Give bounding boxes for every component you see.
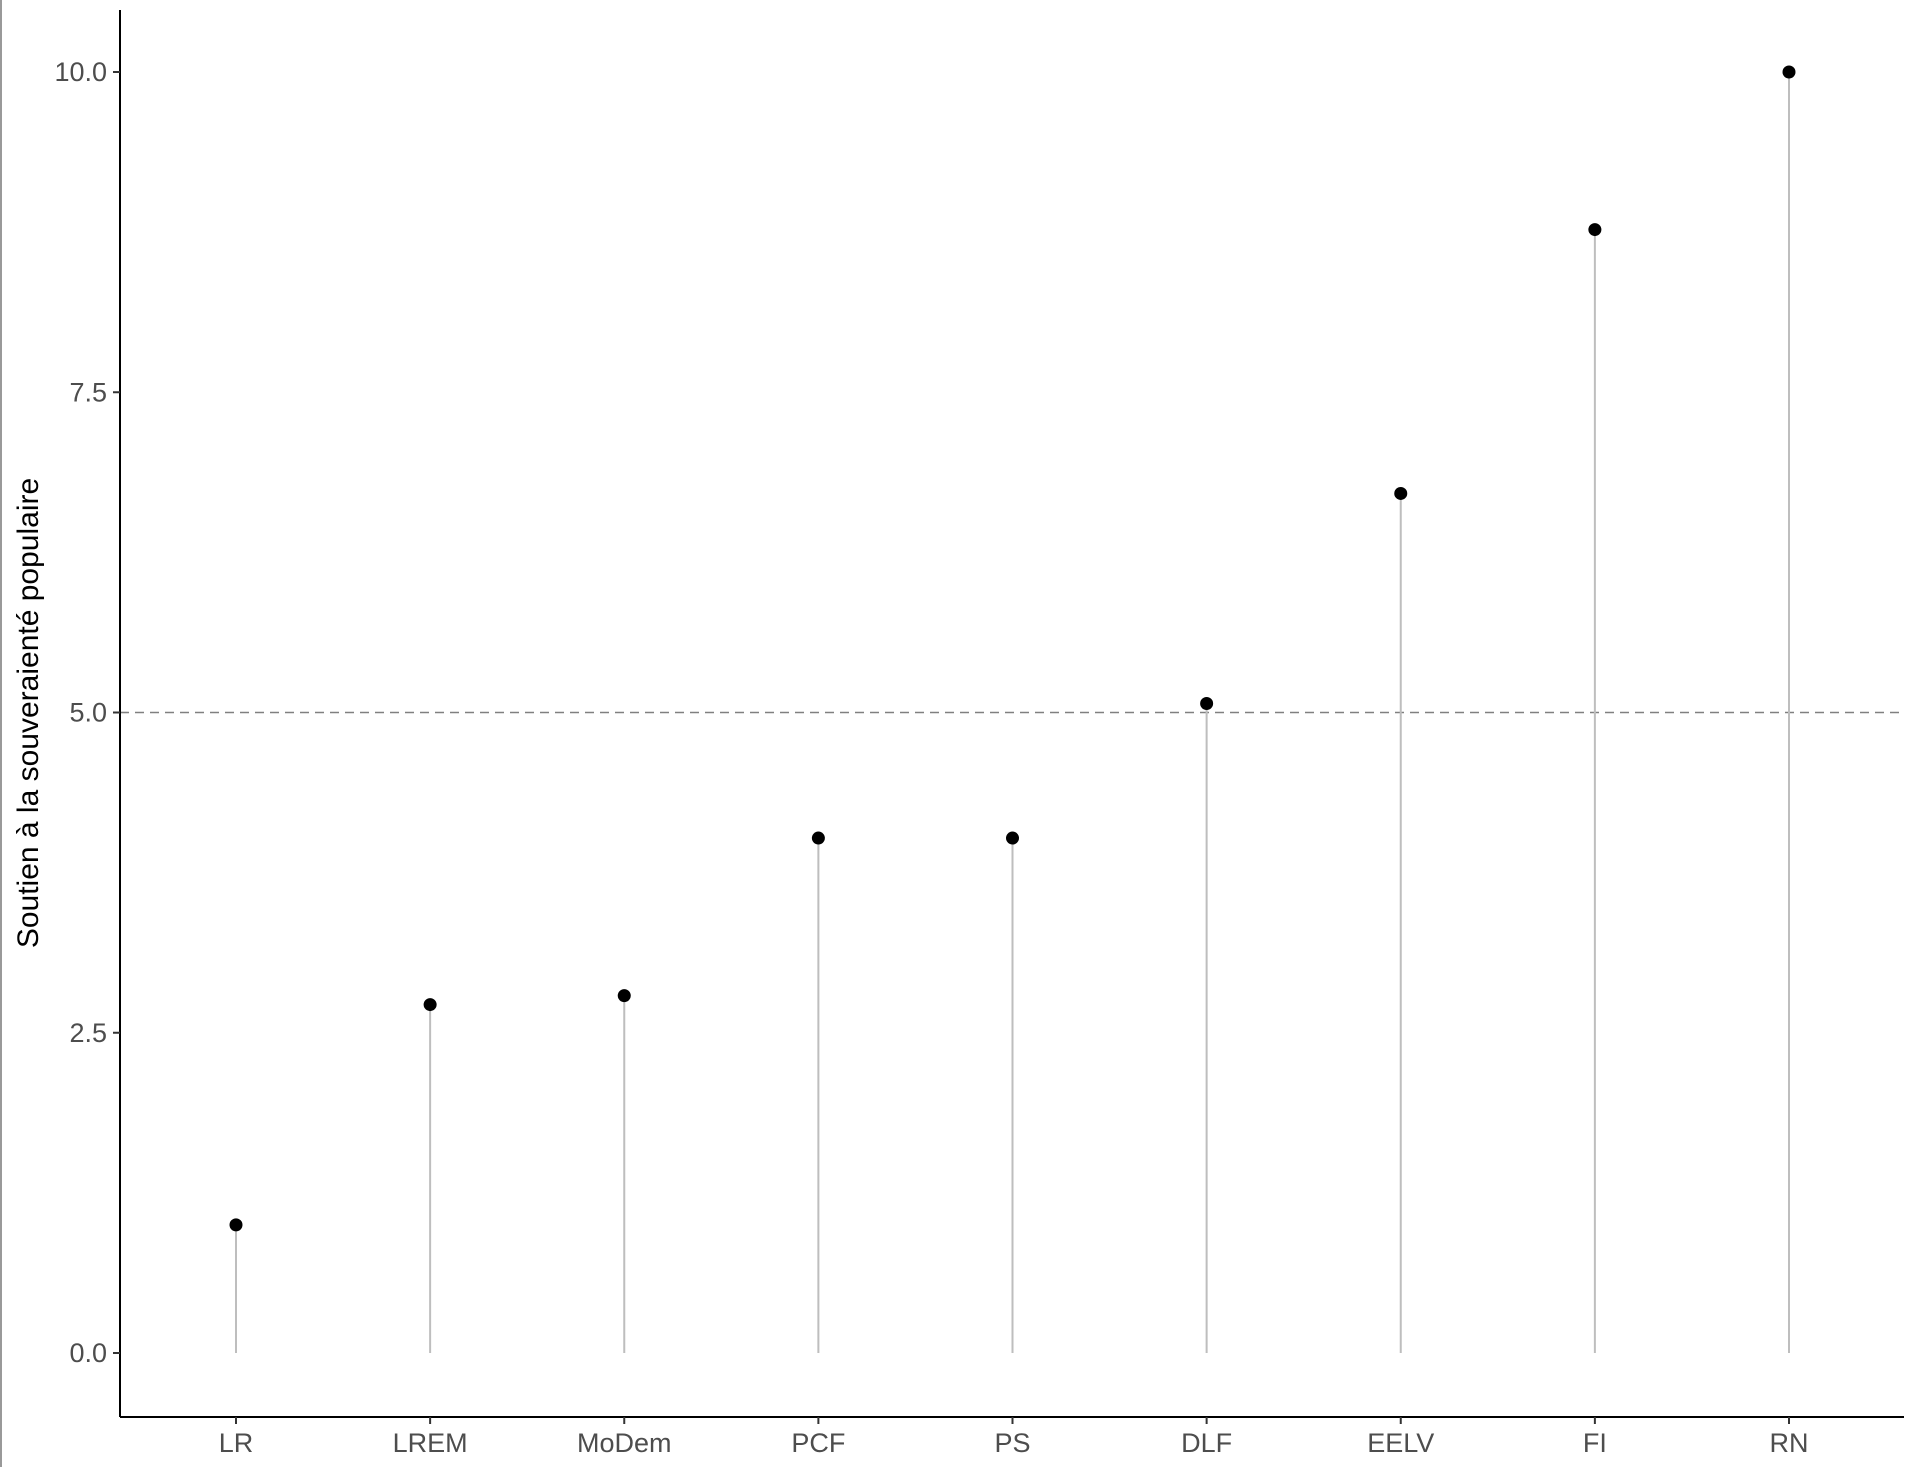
point-RN — [1782, 65, 1796, 79]
x-tick-label: DLF — [1181, 1428, 1232, 1458]
x-tick-label: PS — [994, 1428, 1030, 1458]
y-tick-label: 0.0 — [69, 1338, 107, 1368]
point-FI — [1588, 223, 1602, 237]
y-tick-label: 7.5 — [69, 377, 107, 407]
y-axis-label: Soutien à la souveraienté populaire — [12, 478, 45, 948]
x-tick-label: EELV — [1367, 1428, 1434, 1458]
point-EELV — [1394, 486, 1408, 500]
x-tick-label: PCF — [791, 1428, 845, 1458]
point-PCF — [811, 831, 825, 845]
y-tick-label: 5.0 — [69, 698, 107, 728]
point-DLF — [1200, 697, 1214, 711]
y-tick-label: 2.5 — [69, 1018, 107, 1048]
point-LR — [229, 1218, 243, 1232]
x-tick-label: RN — [1770, 1428, 1809, 1458]
point-PS — [1006, 831, 1019, 845]
x-tick-label: FI — [1583, 1428, 1607, 1458]
x-tick-label: LR — [219, 1428, 254, 1458]
point-MoDem — [617, 989, 631, 1003]
x-tick-label: LREM — [393, 1428, 468, 1458]
y-tick-label: 10.0 — [54, 57, 107, 87]
point-LREM — [423, 998, 437, 1012]
x-tick-label: MoDem — [577, 1428, 672, 1458]
